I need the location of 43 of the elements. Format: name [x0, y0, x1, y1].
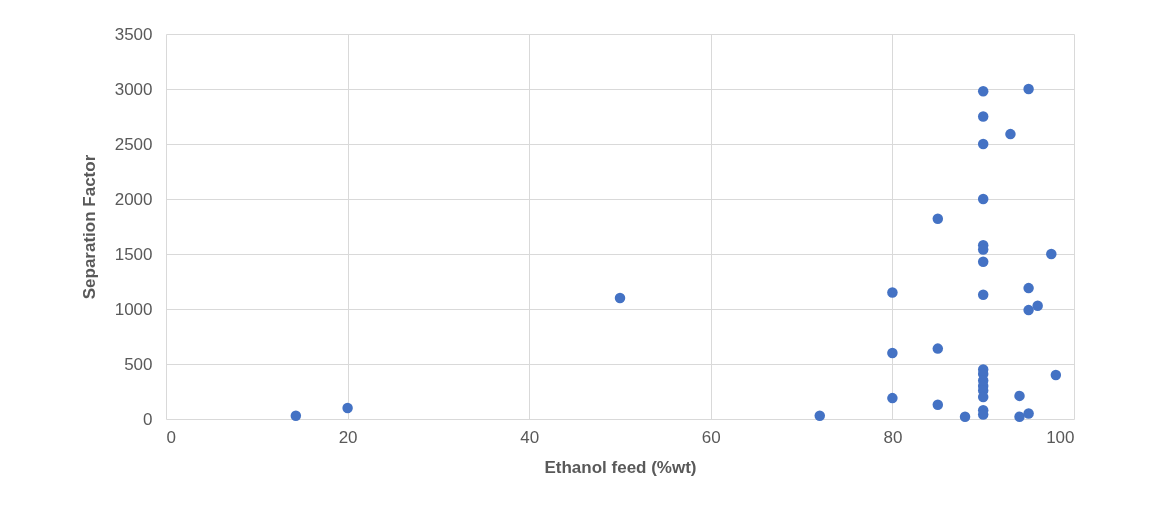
x-tick-label: 0 — [166, 427, 176, 447]
y-tick-label: 2000 — [114, 189, 153, 209]
point — [1032, 300, 1043, 311]
point — [977, 111, 989, 122]
point — [932, 213, 944, 225]
y-tick-label: 1000 — [114, 299, 153, 319]
y-axis-title: Separation Factor — [79, 154, 99, 300]
y-tick-label: 0 — [143, 409, 153, 429]
y-tick-label: 500 — [124, 354, 153, 374]
point — [342, 402, 353, 414]
y-tick-label: 3000 — [114, 79, 153, 99]
y-tick-label: 3500 — [114, 24, 153, 44]
point — [977, 289, 989, 300]
point — [1005, 128, 1016, 140]
point — [887, 392, 898, 404]
x-axis-title: Ethanol feed (%wt) — [544, 457, 697, 477]
point — [1050, 369, 1062, 381]
point — [1046, 248, 1057, 260]
point — [1023, 304, 1034, 316]
point — [977, 138, 989, 150]
x-tick-label: 60 — [701, 427, 721, 447]
point — [887, 347, 898, 359]
point — [932, 343, 944, 354]
x-tick-label: 40 — [520, 427, 540, 447]
point — [1014, 390, 1025, 402]
point — [977, 256, 989, 267]
point — [290, 410, 302, 421]
point — [977, 85, 989, 97]
point — [1023, 83, 1034, 95]
point — [932, 399, 944, 410]
point — [1023, 282, 1034, 294]
point — [977, 193, 989, 205]
y-tick-label: 1500 — [114, 244, 153, 264]
point — [1023, 408, 1034, 419]
point — [959, 411, 971, 423]
x-tick-label: 80 — [883, 427, 903, 447]
point — [887, 287, 898, 298]
y-tick-label: 2500 — [114, 134, 153, 154]
point — [614, 292, 626, 304]
x-tick-label: 100 — [1046, 427, 1075, 447]
point — [1014, 411, 1025, 423]
point — [814, 410, 825, 421]
x-tick-label: 20 — [338, 427, 358, 447]
